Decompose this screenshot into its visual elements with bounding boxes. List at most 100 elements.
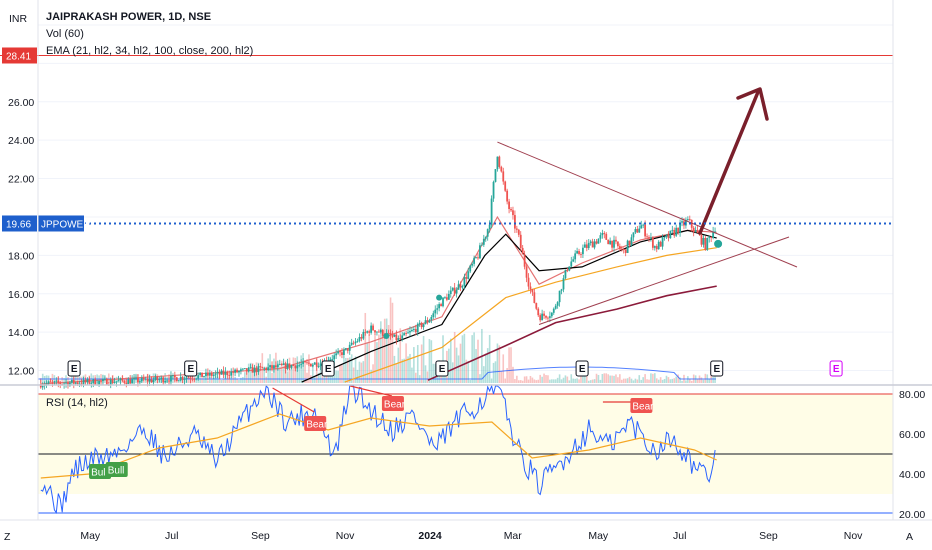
volume-bar <box>483 366 485 383</box>
candle-body <box>90 383 93 384</box>
earnings-marker[interactable] <box>435 360 449 377</box>
earnings-marker[interactable] <box>184 360 198 377</box>
earnings-marker[interactable] <box>67 360 81 377</box>
triangle-upper-trendline[interactable] <box>497 141 798 268</box>
ema-legend: EMA (21, hl2, 34, hl2, 100, close, 200, … <box>46 45 253 57</box>
candle-body <box>416 323 419 333</box>
candle-body <box>273 365 275 369</box>
candle-body <box>708 237 711 239</box>
candle-body <box>403 333 406 336</box>
earnings-marker[interactable] <box>829 360 843 377</box>
candle-body <box>506 190 509 202</box>
candle-body <box>298 364 301 366</box>
candle-body <box>626 240 629 253</box>
candle-body <box>123 380 126 383</box>
breakout-arrow-shaft[interactable] <box>698 90 760 235</box>
bear-marker-label: Bear <box>632 402 654 413</box>
volume-bar <box>41 373 44 383</box>
trend-drawings[interactable] <box>383 87 798 339</box>
candle-body <box>545 315 547 318</box>
breakout-arrow-head[interactable] <box>736 87 769 121</box>
candle-body <box>94 379 97 385</box>
volume-bar <box>708 378 711 383</box>
candle-body <box>232 371 235 373</box>
volume-bar <box>527 379 530 383</box>
candle-body <box>622 249 625 251</box>
rsi-tick-label: 60.00 <box>899 429 925 441</box>
rsi-line <box>40 384 716 514</box>
volume-bar <box>617 377 619 383</box>
earnings-marker-label: E <box>833 364 840 375</box>
candle-body <box>179 376 182 381</box>
earnings-marker[interactable] <box>575 360 589 377</box>
volume-bar <box>589 380 592 383</box>
bear-marker <box>304 416 327 431</box>
candle-body <box>247 367 250 372</box>
earnings-marker[interactable] <box>321 360 335 377</box>
candle-body <box>226 371 229 376</box>
candle-body <box>269 365 271 368</box>
volume-bar <box>449 338 452 383</box>
current-price-value: 19.66 <box>6 219 31 230</box>
volume-bar <box>67 377 69 383</box>
candle-body <box>133 378 135 380</box>
candle-body <box>399 338 402 339</box>
candle-body <box>480 244 483 246</box>
auto-scale-button[interactable]: A <box>906 531 913 543</box>
bear-divergence-line <box>350 385 393 397</box>
triangle-lower-trendline[interactable] <box>538 236 790 325</box>
candle-body <box>140 377 143 382</box>
candle-body <box>216 371 219 374</box>
candle-body <box>669 230 672 239</box>
candle-body <box>453 287 456 294</box>
currency-box[interactable] <box>0 0 37 35</box>
volume-legend: Vol (60) <box>46 28 84 40</box>
volume-bar <box>115 376 118 383</box>
candle-body <box>558 290 561 303</box>
candle-body <box>331 359 334 360</box>
candle-body <box>512 210 514 216</box>
timezone-button[interactable]: Z <box>4 531 11 543</box>
candle-body <box>650 237 652 239</box>
candle-body <box>391 335 394 337</box>
candle-body <box>572 259 575 262</box>
candle-body <box>440 304 442 307</box>
candle-body <box>648 237 650 238</box>
volume-bar <box>580 376 582 383</box>
volume-bar <box>302 353 304 383</box>
earnings-marker[interactable] <box>710 360 724 377</box>
candle-body <box>442 297 444 307</box>
candle-body <box>131 379 134 384</box>
candle-body <box>434 309 437 314</box>
candle-body <box>683 221 685 226</box>
candle-body <box>539 315 542 321</box>
candle-body <box>675 227 678 236</box>
rsi-axis[interactable]: 20.00 40.00 60.00 80.00 <box>899 389 925 521</box>
candle-body <box>278 363 281 365</box>
candle-body <box>370 325 373 333</box>
candle-body <box>251 367 254 373</box>
candle-body <box>238 371 240 373</box>
candle-body <box>162 377 165 383</box>
candle-body <box>556 302 559 306</box>
time-axis[interactable]: May Jul Sep Nov 2024 Mar May Jul Sep Nov <box>80 530 863 542</box>
candle-body <box>582 247 584 255</box>
volume-bar <box>687 376 689 383</box>
earnings-marker-label: E <box>579 364 586 375</box>
candle-body <box>537 308 540 316</box>
volume-bar <box>613 375 615 383</box>
volume-bar <box>210 378 213 383</box>
volume-bar <box>673 378 676 383</box>
candle-body <box>74 382 77 384</box>
time-tick-label: Nov <box>844 530 863 542</box>
volume-bar <box>212 377 215 383</box>
candle-body <box>313 362 316 365</box>
candle-body <box>541 313 544 321</box>
volume-bar <box>339 364 341 383</box>
candle-body <box>156 376 159 381</box>
candle-body <box>479 245 481 259</box>
candle-body <box>72 380 75 384</box>
candle-body <box>290 365 293 368</box>
